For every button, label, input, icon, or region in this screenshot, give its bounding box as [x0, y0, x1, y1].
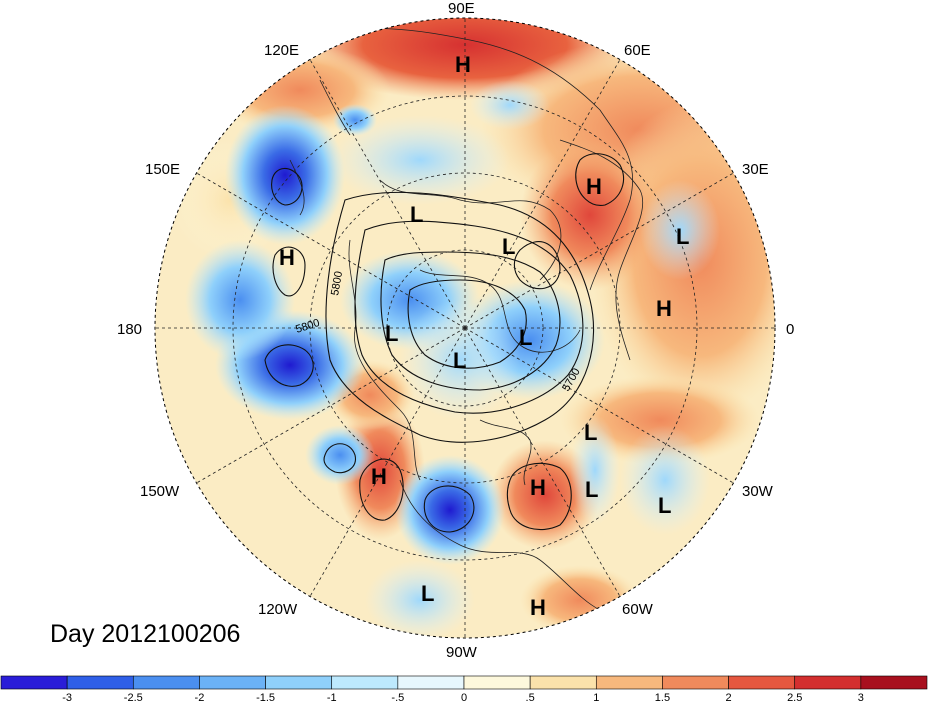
low-pressure-label: L — [658, 493, 671, 518]
lon-label-120w: 120W — [258, 601, 298, 618]
low-pressure-label: L — [584, 420, 597, 445]
colorbar-tick-label: -1 — [327, 692, 337, 702]
colorbar-tick-label: 0 — [461, 692, 467, 702]
high-pressure-label: H — [656, 296, 672, 321]
lon-label-150e: 150E — [145, 161, 180, 178]
colorbar-tick-label: 2 — [726, 692, 732, 702]
low-pressure-label: L — [453, 348, 466, 373]
colorbar-tick-label: 2.5 — [787, 692, 802, 702]
colorbar-swatch — [132, 675, 200, 690]
date-title: Day 2012100206 — [50, 620, 241, 648]
colorbar-swatch — [595, 675, 663, 690]
low-pressure-label: L — [385, 321, 398, 346]
map-boundary — [154, 17, 776, 639]
lon-label-0: 0 — [786, 321, 794, 338]
colorbar-swatch — [860, 675, 928, 690]
meridian-line — [464, 172, 734, 329]
lon-label-30e: 30E — [742, 161, 769, 178]
lon-label-90e: 90E — [448, 0, 475, 17]
colorbar-swatch — [199, 675, 266, 690]
meridian-line — [464, 327, 734, 484]
lon-label-60e: 60E — [624, 42, 651, 59]
longitude-labels: 90E 60E 30E 0 30W 60W 90W 120W 150W 180 … — [117, 0, 794, 661]
low-pressure-label: L — [502, 234, 515, 259]
colorbar-swatch — [529, 675, 597, 690]
colorbar-tick-label: 1 — [593, 692, 599, 702]
colorbar-swatch — [728, 675, 796, 690]
meridian-line — [309, 327, 466, 597]
colorbar-swatch — [265, 675, 333, 690]
colorbar-swatch — [463, 675, 531, 690]
colorbar: -3 -2.5 -2 -1.5 -1 -.5 0 .5 1 1.5 2 2.5 3 — [0, 675, 928, 702]
meridian-line — [196, 172, 466, 329]
low-pressure-label: L — [421, 581, 434, 606]
colorbar-tick-label: -2 — [195, 692, 205, 702]
anomaly-field — [155, 18, 775, 638]
colorbar-tick-label: -3 — [62, 692, 72, 702]
colorbar-swatch — [0, 675, 68, 690]
colorbar-swatch — [331, 675, 399, 690]
low-pressure-label: L — [410, 202, 423, 227]
meridian-line — [464, 327, 621, 597]
colorbar-tick-label: 3 — [858, 692, 864, 702]
contour-label: 5800 — [329, 270, 345, 296]
meridian-line — [464, 59, 621, 329]
lon-label-120e: 120E — [264, 42, 299, 59]
high-pressure-label: H — [455, 52, 471, 77]
low-pressure-label: L — [676, 224, 689, 249]
colorbar-tick-label: -2.5 — [124, 692, 143, 702]
colorbar-swatch — [397, 675, 465, 690]
low-pressure-label: L — [585, 477, 598, 502]
colorbar-swatch — [794, 675, 862, 690]
low-pressure-label: L — [519, 325, 532, 350]
high-pressure-label: H — [586, 174, 602, 199]
colorbar-tick-label: 1.5 — [655, 692, 670, 702]
lon-label-90w: 90W — [446, 644, 478, 661]
colorbar-tick-label: -.5 — [391, 692, 404, 702]
lon-label-150w: 150W — [140, 483, 180, 500]
high-pressure-label: H — [530, 595, 546, 620]
colorbar-swatch — [662, 675, 729, 690]
coastlines — [289, 28, 644, 611]
high-pressure-label: H — [530, 475, 546, 500]
pressure-centers: H H L H L L H L L L L H H L L L H — [279, 52, 689, 620]
colorbar-tick-label: -1.5 — [256, 692, 275, 702]
high-pressure-label: H — [279, 245, 295, 270]
lon-label-30w: 30W — [742, 483, 774, 500]
meridian-line — [309, 59, 466, 329]
colorbar-swatch — [66, 675, 134, 690]
colorbar-tick-label: .5 — [526, 692, 535, 702]
meridian-line — [196, 327, 466, 484]
meridian-lines — [155, 18, 775, 638]
high-pressure-label: H — [371, 464, 387, 489]
lon-label-180: 180 — [117, 321, 142, 338]
lon-label-60w: 60W — [622, 601, 654, 618]
